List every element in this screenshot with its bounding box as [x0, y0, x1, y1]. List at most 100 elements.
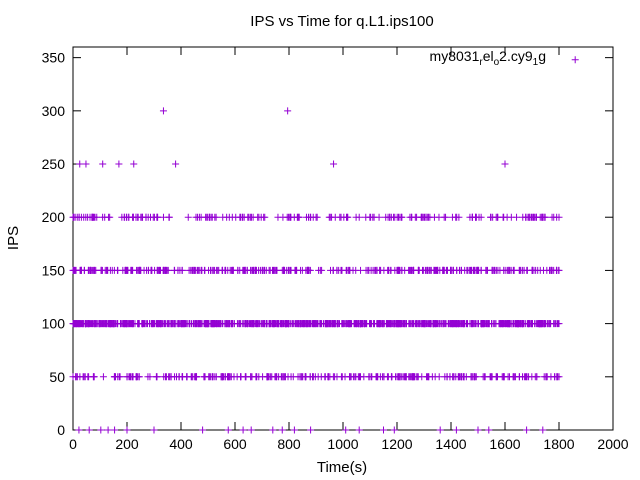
data-point — [303, 320, 311, 328]
data-point — [466, 213, 474, 221]
legend-label-part: el — [483, 48, 494, 64]
data-point — [298, 266, 306, 274]
data-point — [360, 320, 368, 328]
data-point — [435, 320, 443, 328]
data-point — [499, 213, 507, 221]
plot-frame — [72, 46, 614, 431]
data-point — [555, 373, 563, 381]
data-point — [352, 266, 360, 274]
data-point — [490, 320, 498, 328]
data-point — [221, 266, 229, 274]
data-point — [178, 266, 186, 274]
data-point — [530, 213, 538, 221]
data-point — [367, 213, 375, 221]
data-point — [258, 266, 266, 274]
data-point — [269, 426, 277, 434]
x-tick-label: 1200 — [381, 436, 412, 452]
data-point — [523, 426, 531, 434]
data-point — [131, 320, 139, 328]
data-point — [543, 373, 551, 381]
data-point — [99, 373, 107, 381]
data-point — [79, 320, 87, 328]
data-point — [247, 213, 255, 221]
data-point — [91, 320, 99, 328]
data-point — [369, 266, 377, 274]
x-tick-label: 0 — [69, 436, 77, 452]
data-point — [296, 320, 304, 328]
legend-label-part: r — [479, 57, 483, 68]
data-point — [99, 213, 107, 221]
legend-label-part: 2.cy9 — [499, 48, 533, 64]
data-point — [433, 266, 441, 274]
data-point — [395, 320, 403, 328]
data-point — [136, 266, 144, 274]
data-point — [185, 320, 193, 328]
data-point — [324, 373, 332, 381]
data-point — [165, 213, 173, 221]
data-point — [307, 426, 315, 434]
data-point — [421, 320, 429, 328]
data-point — [280, 266, 288, 274]
data-point — [388, 373, 396, 381]
legend-label-part: g — [538, 48, 546, 64]
data-point — [139, 320, 147, 328]
data-point — [170, 266, 178, 274]
data-point — [344, 213, 352, 221]
data-point — [295, 213, 303, 221]
data-point — [504, 266, 512, 274]
y-axis: 0 50 100 150 200 250 300 350 — [42, 50, 613, 438]
data-point — [452, 426, 460, 434]
data-point — [418, 213, 426, 221]
data-point — [247, 426, 255, 434]
data-point — [346, 320, 354, 328]
data-point — [326, 213, 334, 221]
data-point — [555, 213, 563, 221]
data-point — [284, 107, 292, 115]
data-point — [337, 373, 345, 381]
data-point — [89, 213, 97, 221]
data-point — [152, 373, 160, 381]
data-point — [472, 213, 480, 221]
data-point — [81, 373, 89, 381]
data-point — [384, 213, 392, 221]
y-tick-label: 50 — [49, 369, 65, 385]
data-point — [123, 213, 131, 221]
data-point — [97, 266, 105, 274]
y-tick-label: 350 — [42, 50, 66, 66]
data-point — [342, 266, 350, 274]
x-tick-label: 1600 — [489, 436, 520, 452]
data-point — [426, 213, 434, 221]
data-point — [188, 266, 196, 274]
data-point — [528, 320, 536, 328]
data-point — [277, 320, 285, 328]
data-point — [199, 426, 207, 434]
data-point — [436, 426, 444, 434]
data-point — [458, 320, 466, 328]
data-point — [316, 266, 324, 274]
data-point — [435, 213, 443, 221]
data-point — [183, 373, 191, 381]
data-point — [380, 373, 388, 381]
data-point — [69, 266, 77, 274]
data-point — [380, 426, 387, 434]
data-point — [144, 373, 152, 381]
data-point — [475, 320, 483, 328]
data-point — [224, 373, 232, 381]
data-point — [447, 266, 455, 274]
data-point — [207, 213, 215, 221]
data-point — [439, 266, 447, 274]
data-point — [217, 320, 225, 328]
data-point — [69, 320, 77, 328]
data-point — [172, 160, 180, 168]
data-point — [147, 266, 155, 274]
data-point — [395, 266, 403, 274]
data-point — [520, 373, 528, 381]
data-point — [540, 320, 548, 328]
data-point — [413, 320, 421, 328]
data-point — [219, 213, 227, 221]
data-point — [253, 373, 261, 381]
data-point — [205, 266, 213, 274]
data-point — [273, 266, 281, 274]
data-point — [99, 160, 107, 168]
data-point — [346, 373, 354, 381]
